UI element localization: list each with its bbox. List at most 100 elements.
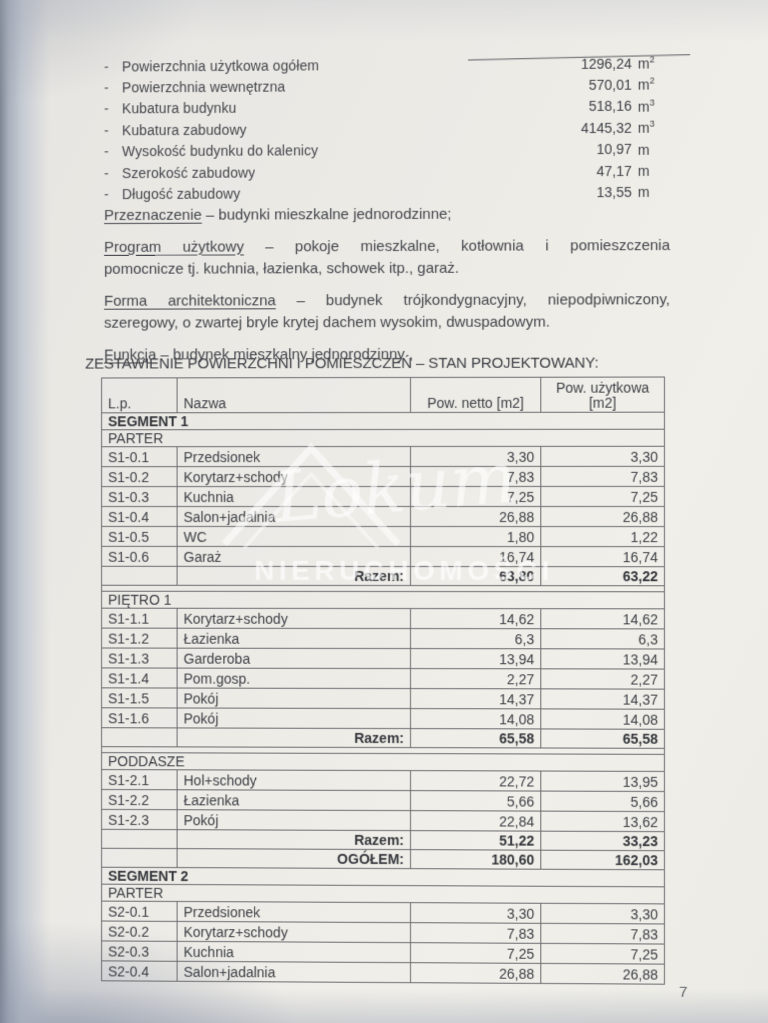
section-label: SEGMENT 2 bbox=[101, 867, 665, 887]
uzytkowa-value-cell: 14,62 bbox=[540, 608, 665, 629]
summary-item-unit: m3 bbox=[637, 118, 655, 136]
paragraph-forma-architektoniczna: Forma architektoniczna – budynek trójkon… bbox=[104, 289, 670, 335]
table-total-row: Razem: 63,80 63,22 bbox=[101, 566, 665, 586]
summary-item-value: 570,01 bbox=[588, 76, 632, 93]
table-total-row: OGÓŁEM: 180,60 162,03 bbox=[101, 848, 665, 870]
column-header-nazwa: Nazwa bbox=[177, 377, 411, 413]
paragraph-text: – budynki mieszkalne jednorodzinne; bbox=[201, 205, 452, 224]
total-uzytkowa-cell: 63,22 bbox=[540, 566, 665, 586]
uzytkowa-value-cell: 16,74 bbox=[540, 546, 665, 567]
summary-item-unit: m bbox=[637, 140, 650, 158]
summary-item-label: Kubatura budynku bbox=[121, 100, 237, 117]
netto-value-cell: 16,74 bbox=[410, 546, 541, 567]
row-id-cell: S2-0.2 bbox=[101, 921, 178, 942]
netto-value-cell: 3,30 bbox=[410, 446, 541, 467]
row-id-cell: S2-0.4 bbox=[101, 960, 178, 982]
room-name-cell: WC bbox=[177, 526, 411, 547]
total-uzytkowa-cell: 33,23 bbox=[540, 831, 665, 851]
uzytkowa-value-cell: 5,66 bbox=[540, 791, 665, 812]
room-name-cell: Pokój bbox=[177, 688, 411, 709]
netto-value-cell: 7,83 bbox=[410, 922, 541, 944]
uzytkowa-value-cell: 13,94 bbox=[540, 648, 665, 670]
netto-value-cell: 14,08 bbox=[410, 708, 541, 729]
table-row: S1-1.2 Łazienka 6,3 6,3 bbox=[101, 628, 665, 649]
total-uzytkowa-cell: 162,03 bbox=[540, 850, 665, 870]
table-section-row: PARTER bbox=[101, 429, 665, 447]
summary-item-value: 1296,24 bbox=[580, 55, 632, 72]
column-header-pow-uzytkowa: Pow. użytkowa [m2] bbox=[540, 377, 665, 413]
total-netto-cell: 180,60 bbox=[410, 849, 541, 870]
row-id-cell: S1-0.3 bbox=[101, 486, 178, 507]
netto-value-cell: 7,25 bbox=[410, 942, 541, 964]
summary-item-label: Powierzchnia wewnętrzna bbox=[121, 78, 286, 96]
room-name-cell: Korytarz+schody bbox=[177, 921, 411, 943]
paragraph-lead: Program użytkowy bbox=[104, 237, 244, 256]
summary-item-unit: m bbox=[637, 183, 650, 200]
table-section-row: SEGMENT 1 bbox=[101, 412, 665, 430]
uzytkowa-value-cell: 7,83 bbox=[540, 923, 665, 945]
room-name-cell: Pokój bbox=[177, 809, 411, 831]
table-section-row: SEGMENT 2 bbox=[101, 867, 665, 887]
dash-bullet: - bbox=[104, 143, 109, 160]
room-name-cell: Garderoba bbox=[177, 648, 411, 669]
section-label: SEGMENT 1 bbox=[101, 412, 665, 430]
summary-item: - Wysokość budynku do kalenicy 10,97 m bbox=[104, 140, 666, 164]
page-number: 7 bbox=[679, 983, 688, 1001]
uzytkowa-value-cell: 13,95 bbox=[540, 771, 665, 792]
uzytkowa-value-cell: 7,83 bbox=[540, 466, 665, 487]
table-row: S1-1.4 Pom.gosp. 2,27 2,27 bbox=[101, 667, 665, 690]
building-summary-list: - Powierzchnia użytkowa ogółem 1296,24 m… bbox=[104, 54, 666, 206]
uzytkowa-value-cell: 14,08 bbox=[540, 708, 665, 730]
summary-item: - Kubatura budynku 518,16 m3 bbox=[104, 97, 666, 121]
summary-item: - Powierzchnia użytkowa ogółem 1296,24 m… bbox=[104, 54, 666, 79]
row-id-cell: S1-1.5 bbox=[101, 687, 178, 708]
table-total-row: Razem: 51,22 33,23 bbox=[101, 829, 665, 851]
room-name-cell: Kuchnia bbox=[177, 941, 411, 963]
row-id-cell: S1-1.2 bbox=[101, 628, 178, 649]
row-id-cell: S1-1.4 bbox=[101, 667, 178, 689]
areas-table-body: SEGMENT 1 PARTER S1-0.1 Przedsionek 3,30 3,30… bbox=[101, 412, 665, 985]
room-name-cell: Garaż bbox=[177, 546, 411, 567]
paragraph-text: pomocnicze tj. kuchnia, łazienka, schowe… bbox=[104, 259, 460, 278]
summary-item-label: Kubatura zabudowy bbox=[121, 121, 247, 139]
table-row: S1-0.3 Kuchnia 7,25 7,25 bbox=[101, 486, 665, 507]
total-netto-cell: 65,58 bbox=[410, 728, 541, 748]
room-name-cell: Salon+jadalnia bbox=[177, 961, 411, 983]
room-name-cell: Hol+schody bbox=[177, 769, 411, 791]
total-label-cell: Razem: bbox=[177, 566, 411, 586]
areas-table: L.p. Nazwa Pow. netto [m2] Pow. użytkowa… bbox=[101, 377, 665, 985]
dash-bullet: - bbox=[104, 100, 109, 117]
empty-lp-cell bbox=[101, 848, 178, 868]
room-name-cell: Pom.gosp. bbox=[177, 668, 411, 689]
uzytkowa-value-cell: 13,62 bbox=[540, 811, 665, 832]
section-label: PARTER bbox=[101, 429, 665, 447]
paragraph-text: – budynek trójkondygnacyjny, niepodpiwni… bbox=[275, 290, 670, 309]
netto-value-cell: 1,80 bbox=[410, 526, 541, 547]
row-id-cell: S1-0.1 bbox=[101, 446, 178, 467]
total-netto-cell: 63,80 bbox=[410, 566, 541, 586]
table-row: S1-0.4 Salon+jadalnia 26,88 26,88 bbox=[101, 506, 665, 527]
description-paragraphs: Przeznaczenie – budynki mieszkalne jedno… bbox=[104, 203, 670, 376]
netto-value-cell: 22,72 bbox=[410, 770, 541, 792]
empty-lp-cell bbox=[101, 727, 178, 747]
uzytkowa-value-cell: 7,25 bbox=[540, 943, 665, 965]
netto-value-cell: 26,88 bbox=[410, 962, 541, 984]
room-name-cell: Pokój bbox=[177, 707, 411, 729]
uzytkowa-value-cell: 26,88 bbox=[540, 506, 665, 527]
row-id-cell: S2-0.3 bbox=[101, 940, 178, 962]
paragraph-przeznaczenie: Przeznaczenie – budynki mieszkalne jedno… bbox=[104, 203, 670, 228]
table-row: S1-2.2 Łazienka 5,66 5,66 bbox=[101, 789, 665, 812]
table-row: S1-2.3 Pokój 22,84 13,62 bbox=[101, 809, 665, 832]
table-row: S1-1.6 Pokój 14,08 14,08 bbox=[101, 707, 665, 730]
total-uzytkowa-cell: 65,58 bbox=[540, 728, 665, 749]
room-name-cell: Salon+jadalnia bbox=[177, 506, 411, 527]
table-row: S1-1.5 Pokój 14,37 14,37 bbox=[101, 687, 665, 710]
dash-bullet: - bbox=[104, 186, 109, 203]
uzytkowa-value-cell: 14,37 bbox=[540, 688, 665, 710]
table-row: S1-0.5 WC 1,80 1,22 bbox=[101, 526, 665, 547]
netto-value-cell: 7,83 bbox=[410, 466, 541, 487]
room-name-cell: Przedsionek bbox=[177, 901, 411, 923]
table-row: S2-0.4 Salon+jadalnia 26,88 26,88 bbox=[101, 960, 665, 985]
